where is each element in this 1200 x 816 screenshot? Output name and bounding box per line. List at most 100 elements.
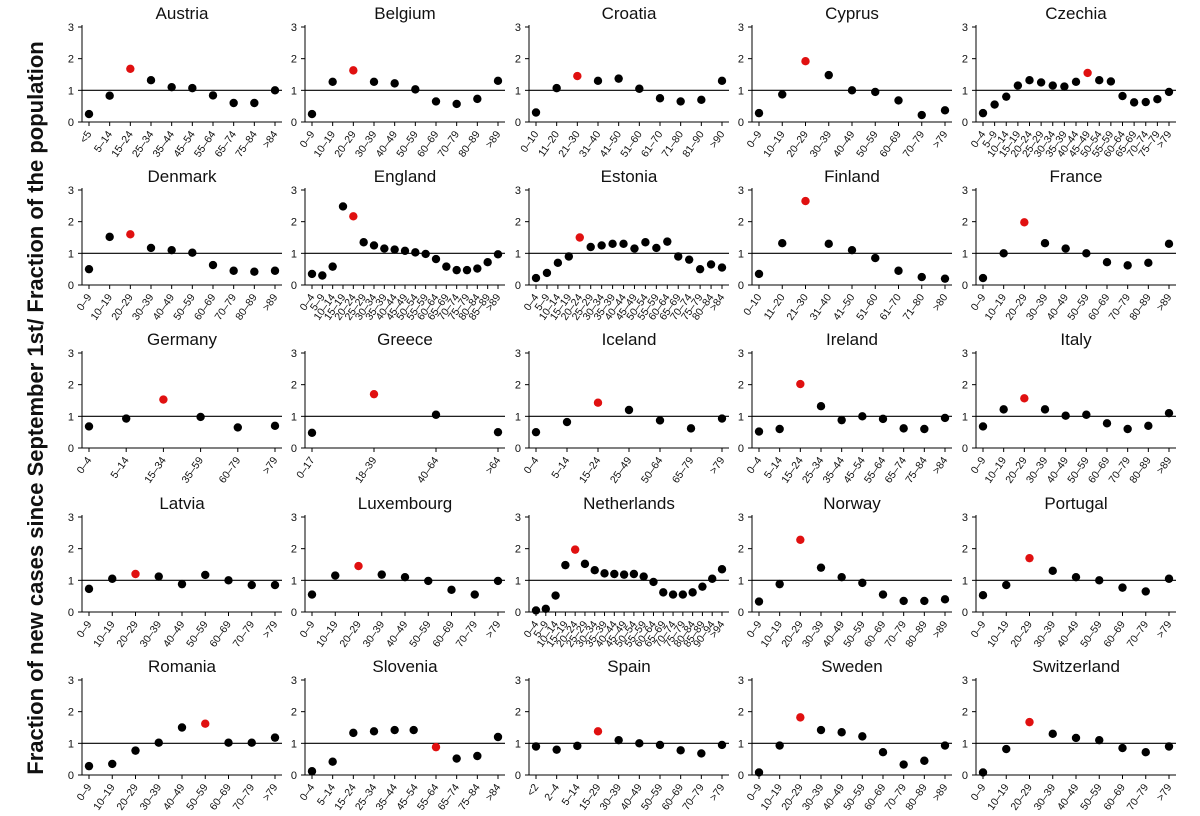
data-point <box>978 591 988 600</box>
data-point <box>562 417 572 427</box>
data-point <box>328 262 337 271</box>
panel-germany: Germany 0 1 2 3 0–4 5–14 15–34 35–59 60–79 >79 <box>68 330 282 486</box>
data-point <box>270 86 280 95</box>
data-point <box>1040 405 1050 414</box>
x-tick-label: 0–9 <box>75 619 95 640</box>
data-point <box>940 274 950 283</box>
data-point <box>542 268 552 278</box>
data-point <box>131 746 140 755</box>
panel-czechia: Czechia01230–45–910–1415–1920–2425–2930–… <box>962 4 1176 160</box>
data-point <box>619 239 628 249</box>
data-point-highlight <box>570 545 580 554</box>
panel-italy: Italy01230–910–1920–2930–3940–4950–5960–… <box>962 330 1176 486</box>
data-point <box>307 109 317 119</box>
panel-luxembourg: Luxembourg 0 1 2 3 0–910–1920–2930–3940–4950–… <box>291 494 505 650</box>
x-tick-label: >84 <box>930 455 950 477</box>
y-tick-label: 3 <box>291 512 297 524</box>
data-point <box>431 254 441 264</box>
panel-france: France01230–910–1920–2930–3940–4950–5960… <box>962 167 1176 323</box>
data-point <box>84 264 94 274</box>
x-tick-label: >89 <box>930 782 950 804</box>
data-point <box>978 768 988 777</box>
data-point <box>837 415 846 425</box>
y-tick-label: 3 <box>68 512 74 524</box>
data-point <box>717 414 727 423</box>
x-tick-label: 0–4 <box>522 455 542 476</box>
x-tick-label: 11–20 <box>762 292 788 322</box>
x-tick-label: 0–9 <box>298 619 318 640</box>
y-tick-label: 1 <box>68 85 74 97</box>
x-tick-label: 50–59 <box>184 782 211 813</box>
data-point-highlight <box>575 233 584 242</box>
data-point <box>177 723 187 732</box>
panel-england: England01230–45–910–1415–1920–2425–2930–… <box>291 167 505 323</box>
data-point <box>940 413 950 423</box>
data-point <box>858 732 867 741</box>
x-tick-label: >89 <box>930 619 950 641</box>
data-point <box>1082 249 1091 258</box>
data-point <box>470 590 479 599</box>
x-tick-label: 40–64 <box>415 455 442 486</box>
data-point <box>878 414 888 424</box>
panel-netherlands: Netherlands01230–45–910–1415–1920–2425–2… <box>515 494 729 650</box>
y-tick-label: 3 <box>291 675 297 687</box>
panel-title: Slovenia <box>372 657 438 676</box>
panel-title: Greece <box>377 330 433 349</box>
data-point <box>1164 239 1174 249</box>
data-point <box>1025 76 1034 85</box>
data-point <box>1118 583 1127 592</box>
y-tick-label: 1 <box>68 575 74 587</box>
data-point-highlight <box>1025 553 1034 563</box>
data-point <box>920 756 929 765</box>
panel-title: Denmark <box>148 167 217 186</box>
x-tick-label: 50–59 <box>854 129 881 160</box>
x-tick-label: 61–70 <box>877 292 904 323</box>
x-tick-label: 80–89 <box>903 782 930 813</box>
x-tick-label: >79 <box>1154 619 1174 641</box>
data-point <box>369 241 379 250</box>
data-point <box>824 70 833 80</box>
y-tick-label: 1 <box>291 575 297 587</box>
data-point <box>473 94 482 104</box>
x-tick-label: 18–39 <box>353 455 380 486</box>
data-point-highlight <box>796 379 805 389</box>
y-tick-label: 3 <box>68 22 74 34</box>
y-tick-label: 2 <box>738 707 744 719</box>
data-point <box>328 77 337 86</box>
y-tick-label: 1 <box>515 738 521 750</box>
data-point <box>411 248 420 257</box>
data-point <box>452 265 461 275</box>
data-point <box>84 761 94 771</box>
data-point <box>754 108 764 118</box>
x-tick-label: <5 <box>78 129 95 146</box>
x-tick-label: 80–89 <box>1127 455 1154 486</box>
data-point <box>564 252 574 261</box>
data-point-highlight <box>349 66 358 75</box>
data-point <box>421 249 430 259</box>
y-tick-label: 0 <box>738 280 744 292</box>
x-tick-label: 10–19 <box>314 619 341 650</box>
y-tick-label: 3 <box>291 22 297 34</box>
data-point <box>1129 98 1139 107</box>
panel-title: Croatia <box>602 4 657 23</box>
y-tick-label: 1 <box>962 411 968 423</box>
data-point <box>871 253 880 263</box>
data-point <box>816 402 826 411</box>
y-tick-label: 1 <box>515 85 521 97</box>
y-tick-label: 0 <box>68 117 74 129</box>
data-point <box>940 741 950 750</box>
data-point <box>447 585 456 595</box>
data-point <box>940 106 950 115</box>
y-tick-label: 0 <box>962 607 968 619</box>
panel-ireland: Ireland01230–45–1415–2425–3435–4445–5455… <box>738 330 952 486</box>
y-tick-label: 3 <box>962 185 968 197</box>
y-tick-label: 0 <box>738 770 744 782</box>
y-tick-label: 1 <box>738 411 744 423</box>
data-point <box>878 748 888 757</box>
data-point <box>390 245 399 254</box>
data-point <box>380 244 389 253</box>
data-point-highlight <box>801 196 810 206</box>
y-tick-label: 1 <box>68 738 74 750</box>
data-point <box>369 727 379 736</box>
